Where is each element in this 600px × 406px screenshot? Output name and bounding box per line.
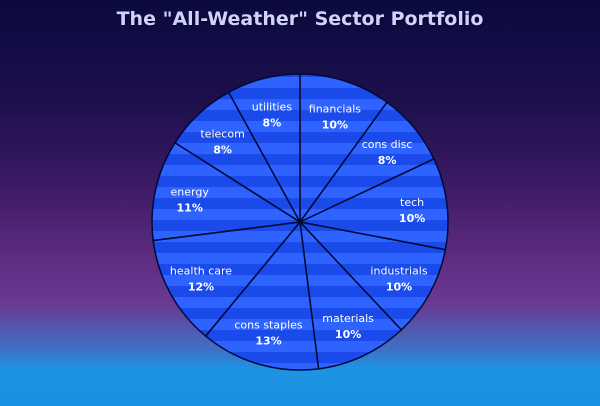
pie-labels: financials 10% cons disc 8% tech 10% industria… — [170, 101, 428, 348]
slice-value-health-care: 12% — [188, 280, 214, 293]
slice-label-energy: energy — [171, 185, 210, 198]
pie-slice-tech — [297, 157, 449, 251]
slice-value-industrials: 10% — [386, 280, 412, 293]
slice-label-tech: tech — [400, 196, 424, 209]
slice-label-health-care: health care — [170, 264, 232, 277]
chart-title: The "All-Weather" Sector Portfolio — [116, 8, 484, 30]
slice-label-utilities: utilities — [252, 101, 293, 114]
pie-slice-cons-staples — [204, 220, 320, 371]
slice-value-cons-staples: 13% — [255, 335, 281, 348]
slice-value-financials: 10% — [322, 119, 348, 132]
pie-slice-materials — [298, 219, 403, 370]
pie-slices — [151, 73, 449, 371]
pie-slice-financials — [299, 73, 389, 225]
slice-label-materials: materials — [322, 312, 374, 325]
pie-slice-industrials — [297, 220, 447, 331]
pie-slice-energy — [151, 141, 303, 242]
slice-value-energy: 11% — [177, 201, 203, 214]
pie-slice-utilities — [227, 73, 301, 223]
slice-label-cons-disc: cons disc — [362, 138, 413, 151]
slice-label-telecom: telecom — [200, 128, 244, 141]
slice-value-cons-disc: 8% — [378, 154, 397, 167]
slice-label-cons-staples: cons staples — [234, 319, 303, 332]
slice-value-materials: 10% — [335, 328, 361, 341]
slice-label-financials: financials — [309, 103, 362, 116]
slice-value-utilities: 8% — [263, 117, 282, 130]
slice-value-tech: 10% — [399, 212, 425, 225]
slice-label-industrials: industrials — [370, 264, 427, 277]
pie-slice-health-care — [152, 221, 302, 338]
slice-value-telecom: 8% — [213, 144, 232, 157]
